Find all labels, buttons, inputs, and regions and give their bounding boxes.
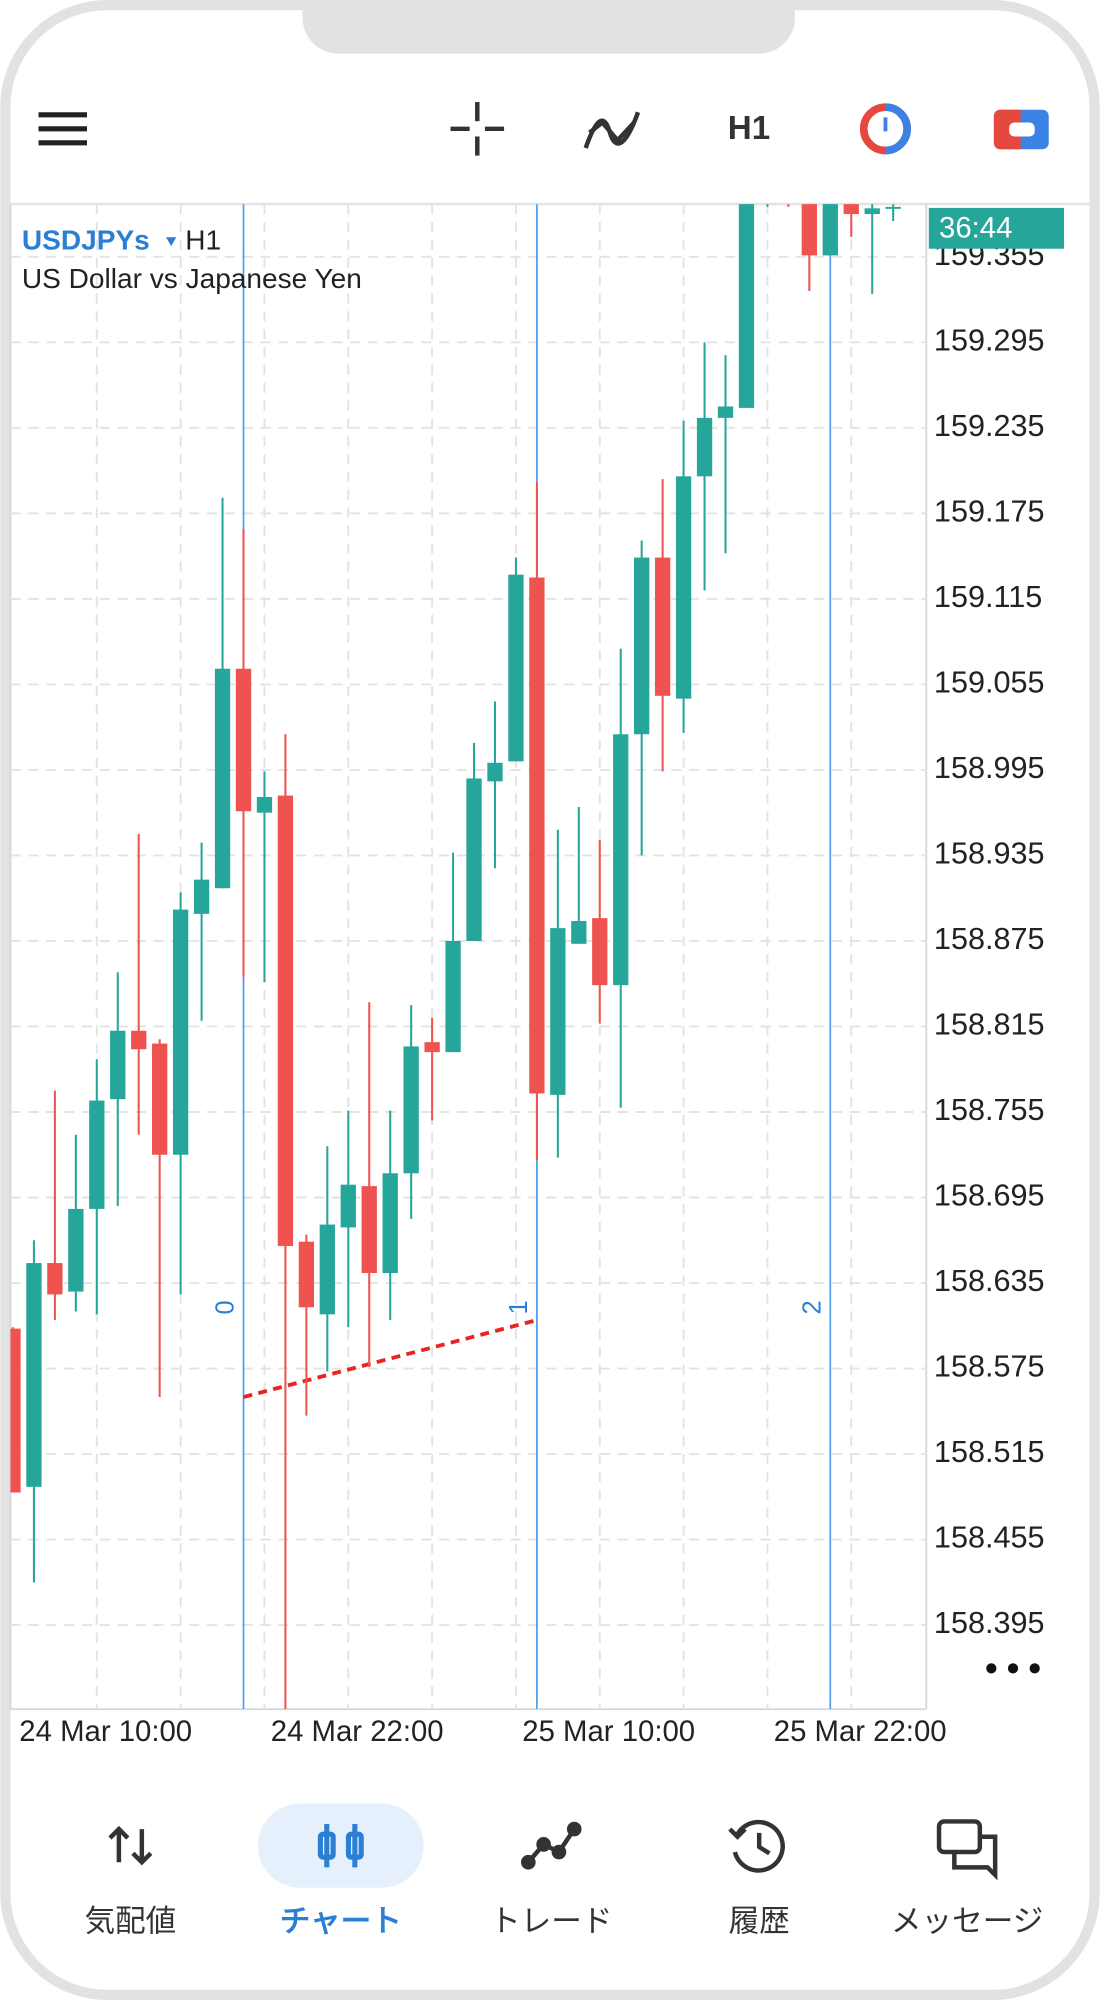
nav-label[interactable]: メッセージ — [891, 1905, 1043, 1939]
candle-body — [717, 406, 734, 418]
candle-body — [256, 797, 273, 813]
messages-icon[interactable] — [936, 1819, 998, 1881]
chart-timeframe: H1 — [185, 225, 221, 256]
trade-icon[interactable] — [520, 1821, 582, 1870]
candle-body — [550, 928, 566, 1095]
candle-body — [571, 921, 587, 944]
y-tick-label: 158.695 — [934, 1179, 1045, 1213]
notch — [302, 0, 795, 54]
candle-body — [319, 1224, 335, 1315]
nav-label[interactable]: トレード — [490, 1905, 612, 1939]
crosshair-button[interactable] — [450, 102, 505, 156]
candle-body — [298, 1241, 315, 1308]
y-tick-label: 158.575 — [934, 1350, 1045, 1384]
candle-body — [172, 909, 189, 1155]
symbol-description: US Dollar vs Japanese Yen — [22, 263, 362, 294]
candle-body — [361, 1186, 377, 1274]
indicators-button[interactable] — [583, 111, 641, 149]
candle-body — [885, 206, 901, 209]
y-tick-label: 158.635 — [934, 1264, 1045, 1298]
candle-body — [193, 879, 210, 914]
timeframe-button[interactable]: H1 — [728, 110, 770, 147]
candle-body — [235, 668, 252, 812]
countdown: 36:44 — [939, 211, 1012, 244]
time-zones — [242, 204, 832, 1710]
y-tick-label: 159.115 — [934, 580, 1042, 614]
time-zone-label: 2 — [798, 1300, 826, 1314]
bottom-nav: 気配値 チャート トレード 履歴 メッセージ — [84, 1905, 1043, 1939]
candle-body — [613, 734, 629, 986]
candle-body — [675, 476, 692, 699]
candle-body — [110, 1030, 126, 1100]
countdown-box — [928, 207, 1065, 249]
candle-body — [131, 1030, 147, 1050]
candle-body — [214, 668, 231, 889]
more-button[interactable] — [986, 1663, 1040, 1674]
candle-body — [403, 1046, 419, 1174]
candle-body — [864, 208, 880, 215]
x-tick-label: 25 Mar 10:00 — [522, 1715, 695, 1748]
y-tick-label: 158.935 — [934, 837, 1045, 871]
x-tick-label: 25 Mar 22:00 — [774, 1715, 947, 1748]
quotes-icon[interactable] — [108, 1825, 153, 1866]
nav-label[interactable]: 気配値 — [84, 1905, 176, 1939]
candle-body — [801, 204, 817, 256]
y-tick-label: 158.815 — [934, 1008, 1045, 1042]
nav-label[interactable]: 履歴 — [729, 1905, 790, 1939]
x-tick-label: 24 Mar 22:00 — [271, 1715, 444, 1748]
candle-body — [738, 204, 755, 408]
y-tick-label: 159.235 — [934, 409, 1045, 443]
y-tick-label: 158.515 — [934, 1435, 1045, 1469]
candle-body — [592, 918, 608, 986]
candle-body — [466, 778, 482, 941]
y-tick-label: 158.995 — [934, 751, 1045, 785]
time-zone-label: 1 — [505, 1300, 533, 1314]
candle-body — [529, 577, 545, 1094]
y-tick-label: 159.175 — [934, 494, 1045, 528]
y-tick-label: 159.055 — [934, 665, 1045, 699]
symbol-dropdown[interactable] — [166, 237, 177, 247]
candle-body — [10, 1328, 21, 1493]
trend-line — [243, 1318, 538, 1399]
candle-body — [277, 795, 294, 1246]
y-tick-label: 159.295 — [934, 323, 1045, 357]
active-tab-highlight — [257, 1803, 424, 1888]
candle-body — [68, 1208, 84, 1292]
x-tick-label: 24 Mar 10:00 — [19, 1715, 192, 1748]
candle-body — [340, 1184, 356, 1228]
y-tick-label: 158.395 — [934, 1606, 1045, 1640]
candle-body — [382, 1173, 398, 1274]
candle-body — [634, 557, 650, 735]
candle-body — [487, 762, 503, 782]
nav-icons — [108, 1819, 998, 1881]
history-icon[interactable] — [728, 1819, 785, 1873]
axis-labels: 159.355159.295159.235159.175159.115159.0… — [19, 238, 1044, 1748]
candle-body — [822, 204, 838, 256]
candle-body — [47, 1263, 63, 1295]
menu-button[interactable] — [38, 112, 87, 146]
candle-body — [445, 940, 461, 1053]
y-tick-label: 158.455 — [934, 1521, 1045, 1555]
candle-body — [152, 1043, 168, 1155]
y-tick-label: 158.755 — [934, 1093, 1045, 1127]
candle-body — [89, 1100, 105, 1209]
candles — [10, 204, 901, 1710]
candle-body — [424, 1042, 440, 1053]
symbol-header: USDJPYs H1 US Dollar vs Japanese Yen — [22, 225, 362, 294]
time-zone-label: 0 — [212, 1300, 240, 1314]
candle-body — [696, 417, 713, 477]
nav-label[interactable]: チャート — [280, 1905, 402, 1939]
y-tick-label: 158.875 — [934, 922, 1045, 956]
candle-body — [26, 1263, 42, 1487]
candle-body — [508, 574, 524, 762]
candle-body — [654, 557, 671, 696]
candle-body — [843, 204, 859, 215]
chart-icon[interactable] — [317, 1823, 364, 1868]
trade-clock-button[interactable] — [859, 103, 911, 155]
symbol[interactable]: USDJPYs — [22, 225, 150, 256]
one-click-button[interactable] — [993, 109, 1049, 150]
